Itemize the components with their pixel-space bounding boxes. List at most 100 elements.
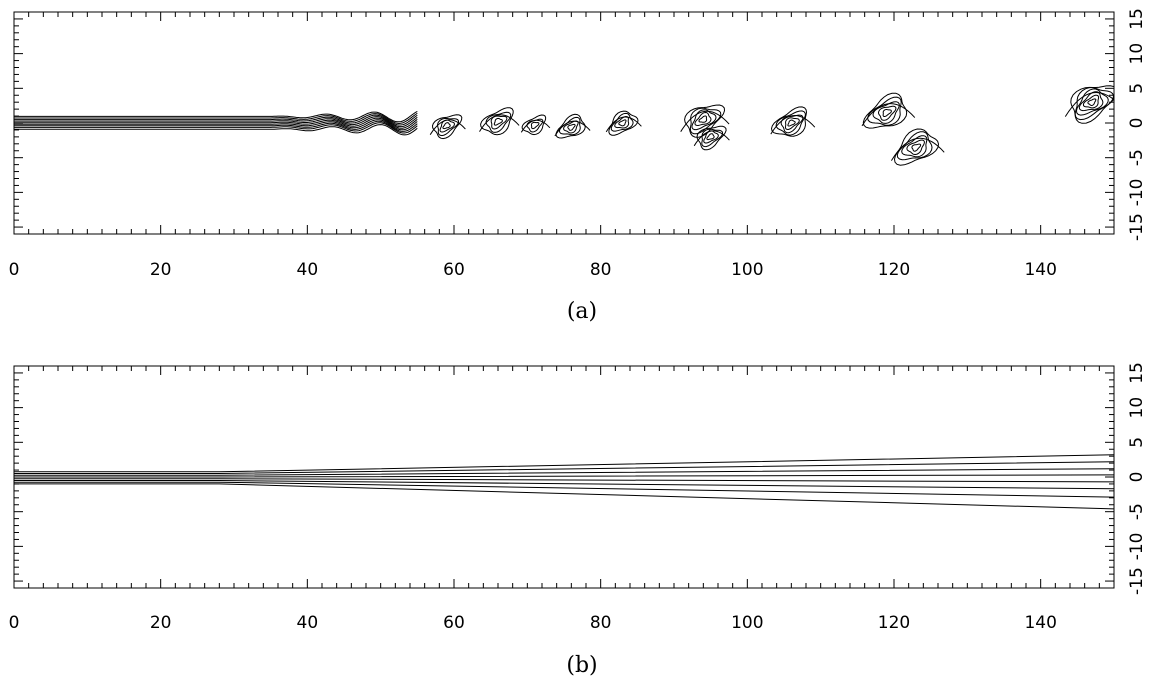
panel-b-plot-area: 0 20 40 60 80 100 120 140 -15 -10 -5 0 5 10 15 xyxy=(9,362,1147,633)
vortex-contour xyxy=(1070,85,1114,124)
panel-b-line-plot: 0 20 40 60 80 100 120 140 -15 -10 -5 0 5 10 15 (b) xyxy=(9,362,1147,678)
jet-contour-line xyxy=(14,124,418,136)
vortex-contour xyxy=(775,110,806,136)
panel-b-xtick-label: 80 xyxy=(590,613,612,633)
panel-a-ytick-label: 5 xyxy=(1127,83,1147,94)
vortex-braid-contour xyxy=(693,130,730,147)
jet-contour-line xyxy=(14,122,418,134)
vortex-contour xyxy=(521,114,547,136)
jet-contour-line xyxy=(14,110,418,123)
panel-b-xtick-label: 20 xyxy=(150,613,172,633)
vortex-contour xyxy=(610,112,634,132)
jet-contour-line xyxy=(14,120,418,132)
vortex-contour xyxy=(480,107,514,136)
vortex-contour xyxy=(563,120,579,134)
vortex-contour xyxy=(877,105,897,121)
jet-contour-line xyxy=(14,116,418,128)
vortex-contour xyxy=(706,133,715,141)
panel-b-xtick-label: 0 xyxy=(9,613,20,633)
vortex-contour xyxy=(493,117,503,126)
vortex-contour xyxy=(780,114,804,134)
panel-a-xtick-label: 20 xyxy=(150,260,172,280)
vortex-contour xyxy=(431,114,463,140)
panel-b-ytick-label: 10 xyxy=(1127,397,1147,419)
panel-a-caption: (a) xyxy=(567,299,597,324)
vortex-contour xyxy=(694,111,712,127)
spreading-contour-line xyxy=(14,481,1115,498)
vortex-contour xyxy=(555,113,586,139)
vortex-contour xyxy=(567,123,576,131)
panel-a-xtick-label: 60 xyxy=(443,260,465,280)
panel-a-ytick-label: -15 xyxy=(1127,213,1147,241)
spreading-contour-line xyxy=(14,480,1115,490)
vortex-contour xyxy=(893,128,940,166)
vortex-contour xyxy=(882,109,892,117)
vortex-braid-contour xyxy=(554,120,591,137)
vortex-braid-contour xyxy=(890,137,945,161)
panel-b-xtick-label: 100 xyxy=(731,613,763,633)
panel-b-xtick-label: 140 xyxy=(1024,613,1056,633)
panel-a-xtick-label: 140 xyxy=(1024,260,1056,280)
vortex-braid-contour xyxy=(479,114,520,132)
vortex-contour xyxy=(1074,87,1114,121)
vortex-braid-contour xyxy=(605,116,642,133)
jet-contour-line xyxy=(14,114,418,126)
panel-a-xtick-label: 120 xyxy=(878,260,910,280)
spreading-contour-line xyxy=(14,468,1115,476)
vortex-contour xyxy=(1078,91,1104,112)
vortex-contour xyxy=(906,139,925,156)
vortex-contour xyxy=(614,115,630,129)
panel-b-xtick-label: 120 xyxy=(878,613,910,633)
vortex-braid-contour xyxy=(770,115,816,135)
vortex-contour xyxy=(696,125,727,151)
spreading-contour-line xyxy=(14,461,1115,474)
vortex-contour xyxy=(784,117,800,131)
panel-b-xtick-label: 40 xyxy=(297,613,319,633)
panel-a-ytick-label: -10 xyxy=(1127,178,1147,206)
vortex-contour xyxy=(439,119,455,133)
panel-b-ytick-label: 15 xyxy=(1127,362,1147,384)
vortex-contour xyxy=(862,92,908,129)
vortex-braid-contour xyxy=(1064,92,1114,117)
panel-a-ytick-label: -5 xyxy=(1127,149,1147,166)
vortex-contour xyxy=(1082,94,1100,109)
panel-a-ytick-label: 15 xyxy=(1127,8,1147,30)
panel-b-ytick-label: -15 xyxy=(1127,567,1147,595)
panel-b-ytick-label: -10 xyxy=(1127,532,1147,560)
vortex-contour xyxy=(1087,98,1097,107)
vortex-contour xyxy=(530,121,540,130)
panel-b-xtick-label: 60 xyxy=(443,613,465,633)
panel-a-ytick-label: 0 xyxy=(1127,118,1147,129)
jet-contour-line xyxy=(14,112,418,125)
vortex-contour xyxy=(911,143,922,152)
panel-b-ytick-label: 5 xyxy=(1127,437,1147,448)
vortex-contour xyxy=(872,101,900,124)
vortex-contour xyxy=(442,122,451,130)
panel-b-ytick-label: 0 xyxy=(1127,472,1147,483)
vortex-contour xyxy=(901,135,928,158)
vortex-contour xyxy=(684,104,726,138)
vortex-braid-contour xyxy=(429,119,466,135)
panel-a-xtick-label: 0 xyxy=(9,260,20,280)
panel-b-ytick-label: -5 xyxy=(1127,503,1147,520)
panel-a-contour-plot: 0 20 40 60 80 100 120 140 -15 -10 -5 0 5 10 15 (a) xyxy=(9,8,1147,324)
panel-a-xtick-label: 40 xyxy=(297,260,319,280)
spreading-contour-line xyxy=(14,474,1115,478)
panel-a-xtick-label: 100 xyxy=(731,260,763,280)
vortex-contour xyxy=(701,128,724,148)
vortex-contour xyxy=(770,106,808,137)
panel-b-caption: (b) xyxy=(566,653,597,678)
panel-a-contours xyxy=(14,85,1114,166)
jet-contour-line xyxy=(14,117,418,129)
vortex-contour xyxy=(703,130,719,144)
vortex-contour xyxy=(787,119,796,127)
vortex-contour xyxy=(490,115,508,130)
vortex-braid-contour xyxy=(861,103,916,127)
vortex-contour xyxy=(618,119,627,127)
vortex-braid-contour xyxy=(680,110,730,132)
spreading-contour-line xyxy=(14,478,1115,483)
vortex-braid-contour xyxy=(520,119,551,133)
spreading-contour-line xyxy=(14,483,1115,510)
panel-a-xtick-label: 80 xyxy=(590,260,612,280)
